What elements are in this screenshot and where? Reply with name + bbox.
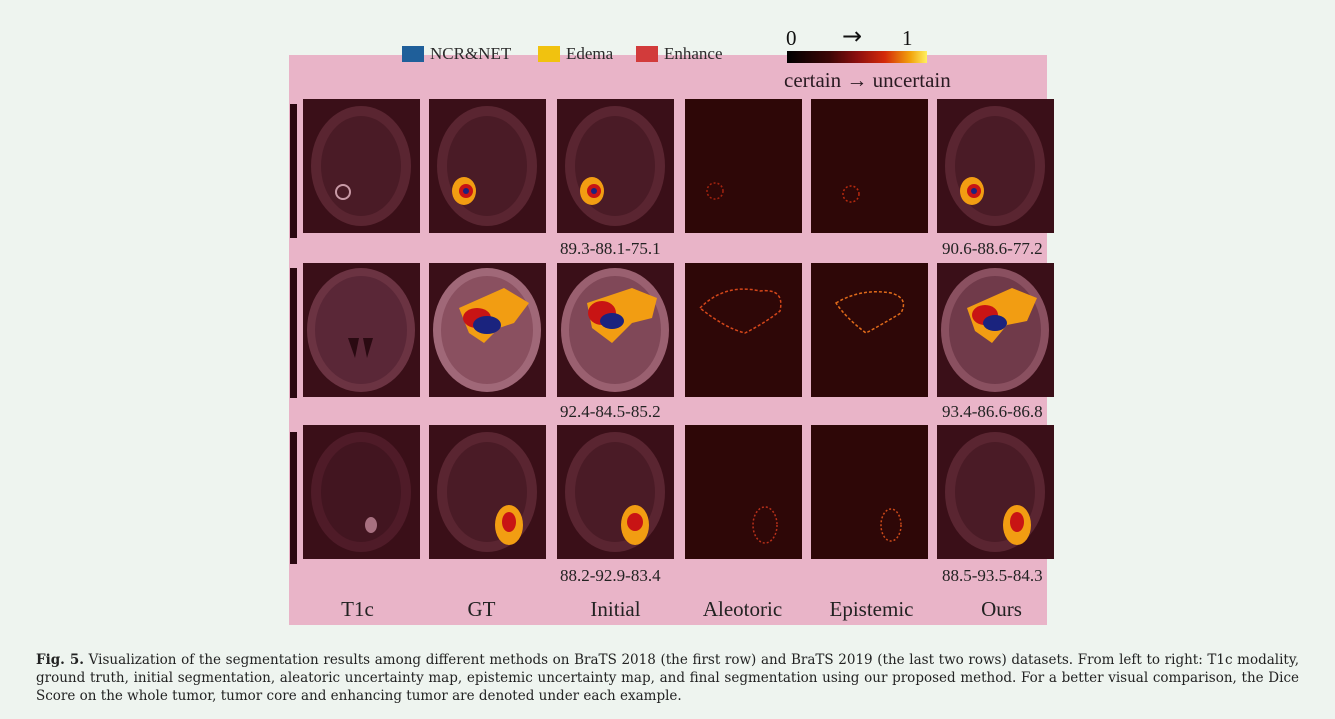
edema-swatch bbox=[538, 46, 560, 62]
image-epistemic-row3 bbox=[811, 425, 928, 559]
enhance-swatch bbox=[636, 46, 658, 62]
legend-ncr-net: NCR&NET bbox=[402, 44, 511, 64]
legend-edema: Edema bbox=[538, 44, 613, 64]
left-edge-strip bbox=[290, 104, 297, 238]
column-label-ours: Ours bbox=[981, 597, 1022, 621]
left-edge-strip bbox=[290, 268, 297, 398]
legend-label: NCR&NET bbox=[430, 44, 512, 63]
image-initial-row2 bbox=[557, 263, 674, 397]
score-ours-row2: 93.4-86.6-86.8 bbox=[942, 402, 1043, 421]
image-t1c-row3 bbox=[303, 425, 420, 559]
scale-caption: certain → uncertain bbox=[784, 68, 951, 92]
score-ours-row1: 90.6-88.6-77.2 bbox=[942, 239, 1043, 258]
caption-text: Visualization of the segmentation result… bbox=[36, 652, 1299, 704]
image-ours-row1 bbox=[937, 99, 1054, 233]
legend-label: Edema bbox=[566, 44, 614, 63]
image-ours-row2 bbox=[937, 263, 1054, 397]
score-initial-row1: 89.3-88.1-75.1 bbox=[560, 239, 661, 258]
image-aleatoric-row1 bbox=[685, 99, 802, 233]
ncr-net-swatch bbox=[402, 46, 424, 62]
column-label-aleotoric: Aleotoric bbox=[702, 597, 783, 621]
image-initial-row1 bbox=[557, 99, 674, 233]
image-aleatoric-row2 bbox=[685, 263, 802, 397]
scale-max-label: 1 bbox=[902, 26, 913, 50]
score-initial-row3: 88.2-92.9-83.4 bbox=[560, 566, 661, 585]
column-label-initial: Initial bbox=[590, 597, 641, 621]
column-label-epistemic: Epistemic bbox=[829, 597, 914, 621]
legend-label: Enhance bbox=[664, 44, 723, 63]
image-gt-row3 bbox=[429, 425, 546, 559]
image-t1c-row2 bbox=[303, 263, 420, 397]
score-initial-row2: 92.4-84.5-85.2 bbox=[560, 402, 661, 421]
image-aleatoric-row3 bbox=[685, 425, 802, 559]
right-arrow-icon: → bbox=[842, 22, 863, 50]
scale-min-label: 0 bbox=[786, 26, 797, 50]
image-epistemic-row1 bbox=[811, 99, 928, 233]
score-ours-row3: 88.5-93.5-84.3 bbox=[942, 566, 1043, 585]
image-initial-row3 bbox=[557, 425, 674, 559]
image-gt-row2 bbox=[429, 263, 546, 397]
figure-label: Fig. 5. bbox=[36, 652, 84, 668]
column-label-t1c: T1c bbox=[341, 597, 374, 621]
image-epistemic-row2 bbox=[811, 263, 928, 397]
figure-caption: Fig. 5. Visualization of the segmentatio… bbox=[36, 651, 1299, 705]
column-label-gt: GT bbox=[467, 597, 496, 621]
image-gt-row1 bbox=[429, 99, 546, 233]
legend-enhance: Enhance bbox=[636, 44, 723, 64]
uncertainty-colorbar bbox=[787, 51, 927, 63]
left-edge-strip bbox=[290, 432, 297, 564]
image-t1c-row1 bbox=[303, 99, 420, 233]
image-ours-row3 bbox=[937, 425, 1054, 559]
